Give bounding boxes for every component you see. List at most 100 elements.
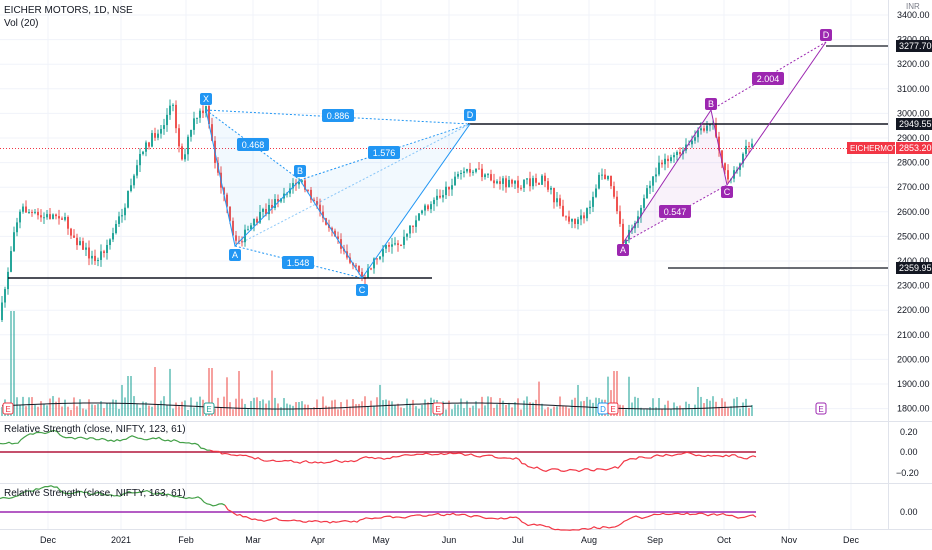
candle-body: [226, 194, 228, 207]
ratio-label[interactable]: 0.468: [237, 138, 269, 151]
earnings-marker[interactable]: E: [815, 402, 827, 415]
candle-body: [415, 220, 417, 227]
candle-body: [625, 239, 627, 245]
rs1-legend[interactable]: Relative Strength (close, NIFTY, 123, 61…: [4, 424, 186, 435]
pattern-point-b[interactable]: B: [294, 165, 306, 177]
volume-bar: [682, 408, 684, 416]
harmonic-pattern-blue[interactable]: [205, 109, 471, 279]
candle-body: [640, 207, 642, 217]
volume-bar: [25, 406, 27, 416]
price-axis[interactable]: 3400.00 3300.00 3200.00 3100.00 3000.00 2900.…: [897, 10, 930, 414]
time-axis-label: Aug: [581, 535, 597, 545]
candle-body: [448, 186, 450, 190]
volume-bar: [319, 408, 321, 416]
pattern-point-d[interactable]: D: [820, 29, 832, 41]
price-axis-tick: 2100.00: [897, 330, 930, 340]
volume-bar: [262, 399, 264, 416]
candle-body: [583, 215, 585, 219]
candle-body: [58, 216, 60, 219]
volume-bar: [88, 399, 90, 416]
volume-bar: [481, 396, 483, 416]
pattern-point-d[interactable]: D: [464, 109, 476, 121]
candle-body: [46, 214, 48, 218]
candle-body: [88, 247, 90, 259]
price-flag-last: EICHERMOT 2853.20: [847, 142, 932, 154]
pattern-point-a[interactable]: A: [229, 249, 241, 261]
ratio-label-text: 1.576: [373, 148, 396, 158]
volume-bar: [145, 402, 147, 416]
volume-bar: [508, 402, 510, 416]
earnings-marker[interactable]: E: [2, 402, 14, 415]
rs1-line: [0, 429, 757, 473]
pattern-point-x[interactable]: X: [200, 93, 212, 105]
volume-bar: [211, 368, 213, 416]
volume-bar: [445, 409, 447, 416]
volume-bar: [712, 396, 714, 416]
volume-bar: [229, 402, 231, 416]
candle-body: [490, 174, 492, 181]
symbol-legend[interactable]: EICHER MOTORS, 1D, NSE: [4, 5, 133, 16]
candle-body: [700, 128, 702, 131]
candle-body: [706, 125, 708, 131]
candle-body: [439, 195, 441, 198]
ratio-label[interactable]: 1.548: [282, 256, 314, 269]
time-axis-label: May: [372, 535, 390, 545]
ratio-label[interactable]: 1.576: [368, 146, 400, 159]
ratio-label[interactable]: 2.004: [752, 72, 784, 85]
ratio-label-text: 0.468: [242, 140, 265, 150]
price-axis-tick: 2200.00: [897, 305, 930, 315]
pattern-point-c[interactable]: C: [721, 186, 733, 198]
ratio-label-text: 0.547: [664, 207, 687, 217]
pattern-point-a[interactable]: A: [617, 244, 629, 256]
candle-body: [379, 256, 381, 259]
candle-body: [139, 153, 141, 166]
ratio-label[interactable]: 0.547: [659, 205, 691, 218]
candle-body: [202, 110, 204, 114]
volume-bar: [232, 409, 234, 416]
rs1-axis-tick: 0.00: [900, 447, 918, 457]
price-axis-tick: 1800.00: [897, 404, 930, 414]
ratio-label[interactable]: 0.886: [322, 109, 354, 122]
candle-body: [679, 152, 681, 155]
candle-body: [280, 198, 282, 202]
volume-bar: [277, 403, 279, 416]
time-axis[interactable]: Dec 2021 Feb Mar Apr May Jun Jul Aug Sep Oct Nov Dec: [40, 535, 860, 545]
volume-bar: [727, 407, 729, 416]
candle-body: [436, 195, 438, 200]
candle-body: [259, 211, 261, 223]
volume-legend[interactable]: Vol (20): [4, 18, 39, 29]
volume-bar: [415, 406, 417, 416]
volume-bar: [370, 400, 372, 416]
harmonic-pattern-purple[interactable]: [622, 41, 827, 244]
candle-body: [550, 187, 552, 190]
volume-bar: [421, 404, 423, 416]
price-axis-tick: 2000.00: [897, 354, 930, 364]
volume-bar: [631, 402, 633, 416]
volume-bar: [274, 397, 276, 416]
volume-bar: [112, 399, 114, 416]
volume-bar: [91, 404, 93, 416]
candle-body: [601, 174, 603, 176]
pattern-point-c[interactable]: C: [356, 284, 368, 296]
earnings-marker[interactable]: E: [203, 402, 215, 415]
candle-body: [145, 142, 147, 152]
volume-bar: [142, 401, 144, 416]
candle-body: [613, 186, 615, 197]
rs2-legend[interactable]: Relative Strength (close, NIFTY, 163, 61…: [4, 488, 186, 499]
candle-body: [667, 158, 669, 162]
volume-bar: [376, 397, 378, 416]
volume-bar: [136, 404, 138, 416]
pattern-point-b[interactable]: B: [705, 98, 717, 110]
dividend-marker[interactable]: D: [597, 402, 609, 415]
volume-bar: [658, 398, 660, 416]
candle-body: [517, 180, 519, 188]
volume-bar: [166, 404, 168, 416]
candle-body: [643, 198, 645, 208]
candle-body: [403, 236, 405, 245]
earnings-marker[interactable]: E: [607, 402, 619, 415]
earnings-marker[interactable]: E: [432, 402, 444, 415]
candle-body: [115, 223, 117, 234]
volume-bar: [409, 403, 411, 416]
volume-bar: [160, 400, 162, 416]
